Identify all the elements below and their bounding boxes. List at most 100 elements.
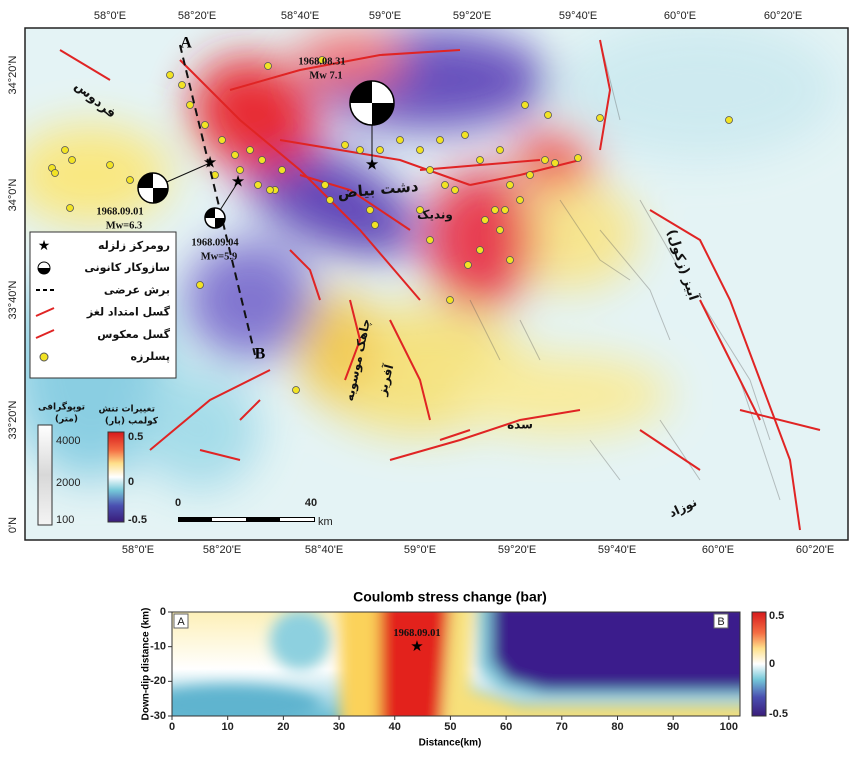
stress-tick: -0.5 (128, 514, 147, 526)
event-label: 1968.09.01 (393, 628, 440, 639)
aftershock (342, 142, 349, 149)
x-tick-label: 80 (611, 721, 623, 733)
topo-tick: 100 (56, 514, 74, 526)
lat-label: 34°0'N (7, 179, 19, 212)
aftershock (69, 157, 76, 164)
aftershock (575, 155, 582, 162)
aftershock (427, 167, 434, 174)
x-tick-label: 90 (667, 721, 679, 733)
x-tick-label: 20 (277, 721, 289, 733)
x-tick-label: 70 (556, 721, 568, 733)
aftershock (232, 152, 239, 159)
lon-label: 58°0'E (122, 544, 154, 556)
lon-label: 60°0'E (664, 10, 696, 22)
stress-colorbar (108, 432, 124, 522)
lon-label: 60°0'E (702, 544, 734, 556)
lon-label: 59°0'E (404, 544, 436, 556)
aftershock (477, 247, 484, 254)
profile-end: B (255, 346, 266, 363)
colorbar-tick: -0.5 (769, 708, 788, 720)
aftershock (452, 187, 459, 194)
section-end: A (177, 616, 185, 628)
stress-unit: کولمب (بار) (105, 417, 159, 427)
legend-entry: گسل امتداد لغز (86, 306, 171, 319)
aftershock (179, 82, 186, 89)
section-y-label: Down-dip distance (km) (141, 608, 152, 721)
lat-label: 0'N (7, 517, 19, 533)
aftershock (397, 137, 404, 144)
stress-tick: 0 (128, 476, 134, 488)
aftershock (497, 147, 504, 154)
epicenter: ★ (203, 153, 217, 172)
lon-label: 58°20'E (178, 10, 216, 22)
aftershock (597, 115, 604, 122)
lat-label: 34°20'N (7, 55, 19, 94)
lat-label: 33°20'N (7, 400, 19, 439)
legend-entry: پسلرزه (131, 350, 170, 363)
aftershock (167, 72, 174, 79)
aftershock (465, 262, 472, 269)
legend-entry: سازوکار کانونی (84, 261, 170, 274)
aftershock (497, 227, 504, 234)
aftershock (247, 147, 254, 154)
aftershock (372, 222, 379, 229)
scale-tick: 40 (305, 497, 317, 509)
aftershock (417, 147, 424, 154)
profile-end: A (180, 35, 192, 52)
aftershock (437, 137, 444, 144)
topo-tick: 2000 (56, 477, 80, 489)
topo-unit: (متر) (55, 415, 78, 425)
event-date: 1968.09.01 (96, 206, 143, 217)
y-tick-label: 0 (160, 606, 166, 618)
section-x-label: Distance(km) (419, 738, 482, 749)
place-name: سده (507, 418, 533, 432)
aftershock (322, 182, 329, 189)
aftershock (357, 147, 364, 154)
lon-label: 59°0'E (369, 10, 401, 22)
legend-entry: گسل معکوس (97, 328, 170, 341)
aftershock (265, 63, 272, 70)
scale-bar-graphic (178, 517, 315, 522)
topo-tick: 4000 (56, 435, 80, 447)
aftershock (255, 182, 262, 189)
aftershock (377, 147, 384, 154)
aftershock (545, 112, 552, 119)
aftershock (517, 197, 524, 204)
lon-label: 58°20'E (203, 544, 241, 556)
section-title: Coulomb stress change (bar) (353, 589, 547, 605)
aftershock (67, 205, 74, 212)
epicenter: ★ (365, 155, 379, 174)
legend-entry: برش عرضی (104, 283, 170, 296)
aftershock (482, 217, 489, 224)
aftershock (52, 170, 59, 177)
aftershock (507, 257, 514, 264)
colorbar-tick: 0.5 (769, 610, 784, 622)
x-tick-label: 10 (222, 721, 234, 733)
aftershock (127, 177, 134, 184)
x-tick-label: 100 (720, 721, 738, 733)
aftershock (726, 117, 733, 124)
stress-tick: 0.5 (128, 431, 143, 443)
epicenter: ★ (231, 172, 245, 191)
event-star: ★ (410, 637, 423, 655)
aftershock (202, 122, 209, 129)
aftershock (107, 162, 114, 169)
aftershock (197, 282, 204, 289)
y-tick-label: -10 (150, 641, 166, 653)
lon-label: 59°20'E (453, 10, 491, 22)
event-magnitude: Mw=6.3 (106, 220, 143, 231)
aftershock (462, 132, 469, 139)
topo-colorbar (38, 425, 52, 525)
aftershock (367, 207, 374, 214)
aftershock (502, 207, 509, 214)
aftershock (522, 102, 529, 109)
lon-label: 60°20'E (764, 10, 802, 22)
x-tick-label: 30 (333, 721, 345, 733)
lat-label: 33°40'N (7, 280, 19, 319)
aftershock (477, 157, 484, 164)
scale-tick: 0 (175, 497, 181, 509)
x-tick-label: 0 (169, 721, 175, 733)
aftershock (293, 387, 300, 394)
x-tick-label: 50 (444, 721, 456, 733)
y-tick-label: -20 (150, 675, 166, 687)
